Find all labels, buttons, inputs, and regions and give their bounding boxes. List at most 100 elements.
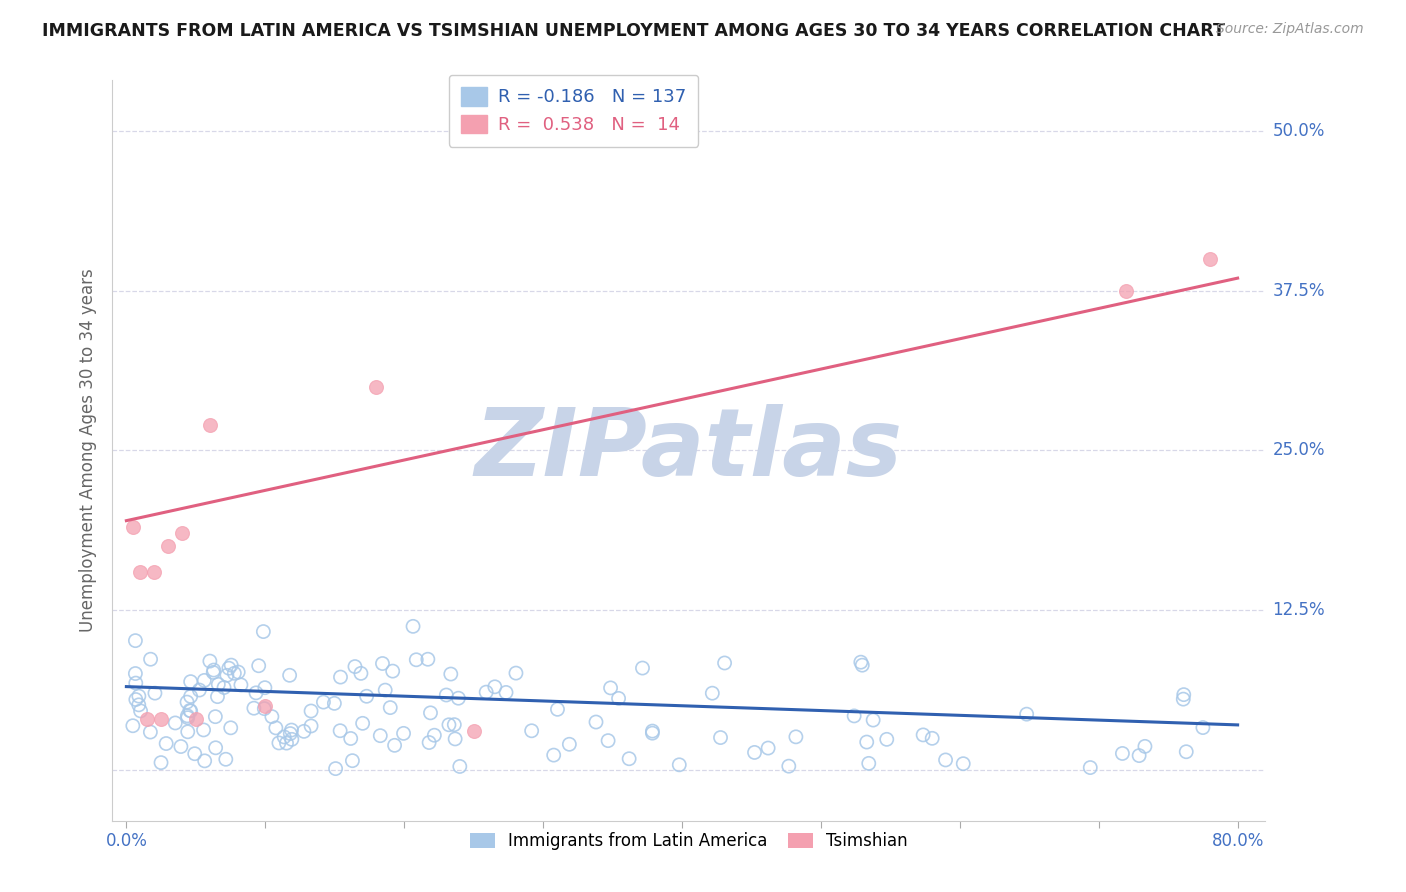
- Point: [325, 762, 347, 776]
- Point: [339, 731, 361, 746]
- Point: [484, 680, 506, 694]
- Point: [177, 724, 200, 739]
- Point: [713, 656, 735, 670]
- Point: [215, 752, 238, 766]
- Point: [253, 701, 276, 715]
- Point: [756, 741, 779, 756]
- Point: [744, 746, 766, 760]
- Point: [607, 691, 630, 706]
- Point: [202, 663, 225, 677]
- Point: [184, 712, 207, 726]
- Point: [585, 714, 607, 729]
- Point: [143, 686, 166, 700]
- Text: 50.0%: 50.0%: [1272, 122, 1324, 140]
- Point: [129, 704, 152, 718]
- Point: [444, 731, 467, 746]
- Point: [384, 739, 406, 753]
- Point: [443, 717, 465, 731]
- Point: [921, 731, 943, 746]
- Point: [202, 665, 225, 680]
- Point: [329, 670, 352, 684]
- Point: [219, 721, 242, 735]
- Point: [371, 657, 394, 671]
- Point: [139, 652, 162, 666]
- Point: [193, 673, 215, 688]
- Point: [280, 723, 302, 737]
- Point: [170, 739, 193, 754]
- Point: [273, 730, 295, 744]
- Point: [150, 756, 173, 770]
- Point: [598, 733, 620, 747]
- Point: [1198, 252, 1220, 266]
- Point: [350, 666, 373, 681]
- Point: [229, 678, 252, 692]
- Point: [125, 676, 148, 690]
- Point: [292, 724, 315, 739]
- Point: [392, 726, 415, 740]
- Point: [343, 659, 366, 673]
- Point: [194, 754, 217, 768]
- Point: [558, 737, 581, 751]
- Point: [136, 712, 159, 726]
- Point: [851, 658, 873, 673]
- Point: [1111, 747, 1133, 761]
- Point: [475, 685, 498, 699]
- Point: [128, 689, 150, 703]
- Point: [176, 695, 198, 709]
- Point: [405, 653, 427, 667]
- Point: [1175, 745, 1198, 759]
- Point: [352, 716, 374, 731]
- Point: [329, 723, 352, 738]
- Point: [180, 690, 202, 704]
- Text: 25.0%: 25.0%: [1272, 442, 1324, 459]
- Point: [912, 728, 935, 742]
- Point: [128, 698, 150, 712]
- Point: [844, 709, 866, 723]
- Point: [416, 652, 439, 666]
- Text: IMMIGRANTS FROM LATIN AMERICA VS TSIMSHIAN UNEMPLOYMENT AMONG AGES 30 TO 34 YEAR: IMMIGRANTS FROM LATIN AMERICA VS TSIMSHI…: [42, 22, 1225, 40]
- Point: [437, 718, 460, 732]
- Point: [139, 725, 162, 739]
- Point: [641, 726, 664, 740]
- Point: [543, 748, 565, 763]
- Point: [155, 737, 177, 751]
- Point: [631, 661, 654, 675]
- Point: [449, 759, 471, 773]
- Point: [418, 735, 440, 749]
- Point: [122, 520, 145, 534]
- Point: [380, 700, 402, 714]
- Text: Source: ZipAtlas.com: Source: ZipAtlas.com: [1216, 22, 1364, 37]
- Legend: Immigrants from Latin America, Tsimshian: Immigrants from Latin America, Tsimshian: [464, 825, 914, 856]
- Point: [179, 704, 201, 718]
- Point: [312, 695, 335, 709]
- Point: [247, 658, 270, 673]
- Text: ZIPatlas: ZIPatlas: [475, 404, 903, 497]
- Point: [617, 752, 640, 766]
- Point: [260, 709, 283, 723]
- Point: [165, 715, 187, 730]
- Point: [121, 719, 143, 733]
- Point: [243, 701, 266, 715]
- Point: [276, 736, 298, 750]
- Point: [1015, 707, 1038, 722]
- Point: [855, 735, 877, 749]
- Point: [1173, 692, 1195, 706]
- Point: [858, 756, 880, 771]
- Point: [423, 728, 446, 742]
- Point: [709, 731, 731, 745]
- Point: [520, 723, 543, 738]
- Point: [1173, 688, 1195, 702]
- Point: [862, 713, 884, 727]
- Point: [183, 747, 205, 761]
- Point: [342, 754, 364, 768]
- Point: [785, 730, 807, 744]
- Point: [641, 724, 664, 739]
- Text: 12.5%: 12.5%: [1272, 601, 1324, 619]
- Point: [1115, 284, 1137, 298]
- Point: [876, 732, 898, 747]
- Point: [299, 719, 322, 733]
- Point: [495, 685, 517, 699]
- Point: [1133, 739, 1156, 754]
- Point: [124, 666, 146, 681]
- Text: 37.5%: 37.5%: [1272, 282, 1324, 300]
